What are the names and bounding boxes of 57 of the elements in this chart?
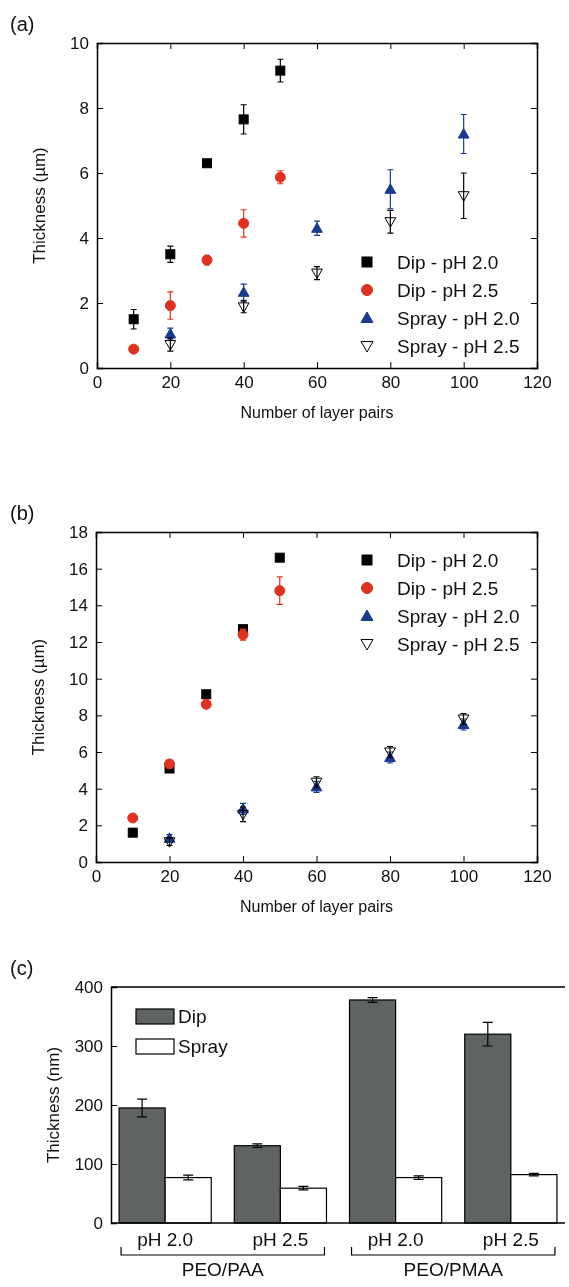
y-tick-label: 4 [78,779,88,799]
text: PEO/PAA [181,1259,265,1280]
x-tick-label: 120 [523,373,552,393]
y-tick-label: 400 [74,977,103,997]
legend-label: Dip - pH 2.5 [397,578,499,599]
x-tick-label: 40 [234,867,253,887]
y-tick-label: 2 [79,293,89,313]
x-tick-label: 40 [234,373,254,393]
text: PEO/PMAA [403,1259,504,1280]
legend-label: Spray - pH 2.0 [397,606,520,627]
legend-label: Spray - pH 2.5 [397,634,520,655]
y-tick-label: 4 [79,228,89,248]
y-tick-label: 8 [78,706,88,726]
y-tick-label: 6 [79,163,89,183]
x-axis-title: Number of layer pairs [240,404,394,421]
y-tick-label: 18 [69,522,88,542]
legend-label: Dip - pH 2.0 [397,550,499,571]
legend-label: Spray - pH 2.0 [397,308,520,329]
x-tick-label: 100 [449,373,479,393]
y-tick-label: 0 [93,1213,103,1233]
x-tick-label: pH 2.5 [252,1229,309,1251]
y-tick-label: 0 [78,852,88,872]
y-axis-title: Thickness (µm) [29,638,48,756]
x-tick-label: pH 2.5 [482,1229,539,1251]
x-tick-label: 20 [160,867,180,887]
chart-title: (a) [10,13,35,35]
x-tick-label: 80 [381,373,401,393]
legend-label: Dip - pH 2.5 [397,280,499,301]
y-tick-label: 8 [79,98,89,118]
x-tick-label: 100 [449,867,479,887]
y-tick-label: 16 [69,559,88,579]
y-tick-label: 12 [69,632,88,652]
x-tick-label: pH 2.0 [137,1229,194,1251]
y-tick-label: 100 [74,1154,103,1174]
legend-label: Spray - pH 2.5 [397,336,520,357]
y-tick-label: 0 [79,358,89,378]
legend-label: Spray [178,1036,229,1057]
x-tick-label: 80 [381,867,400,887]
x-tick-label: 120 [523,867,552,887]
y-tick-label: 10 [70,33,89,53]
legend-label: Dip - pH 2.0 [397,252,499,273]
x-tick-label: 20 [161,373,181,393]
x-tick-label: pH 2.0 [367,1229,424,1251]
x-tick-label: 60 [307,867,327,887]
y-tick-label: 2 [78,816,88,836]
y-axis-title: Thickness (nm) [44,1046,63,1164]
y-tick-label: 300 [74,1036,103,1056]
y-tick-label: 200 [74,1095,103,1115]
y-tick-label: 6 [78,742,88,762]
legend-label: Dip [178,1006,207,1027]
y-tick-label: 10 [69,669,88,689]
x-axis-title: Number of layer pairs [240,898,393,915]
y-tick-label: 14 [69,596,88,616]
chart-title: (b) [10,502,35,524]
x-tick-label: 60 [308,373,327,393]
y-axis-title: Thickness (µm) [30,147,49,264]
chart-title: (c) [10,957,34,979]
